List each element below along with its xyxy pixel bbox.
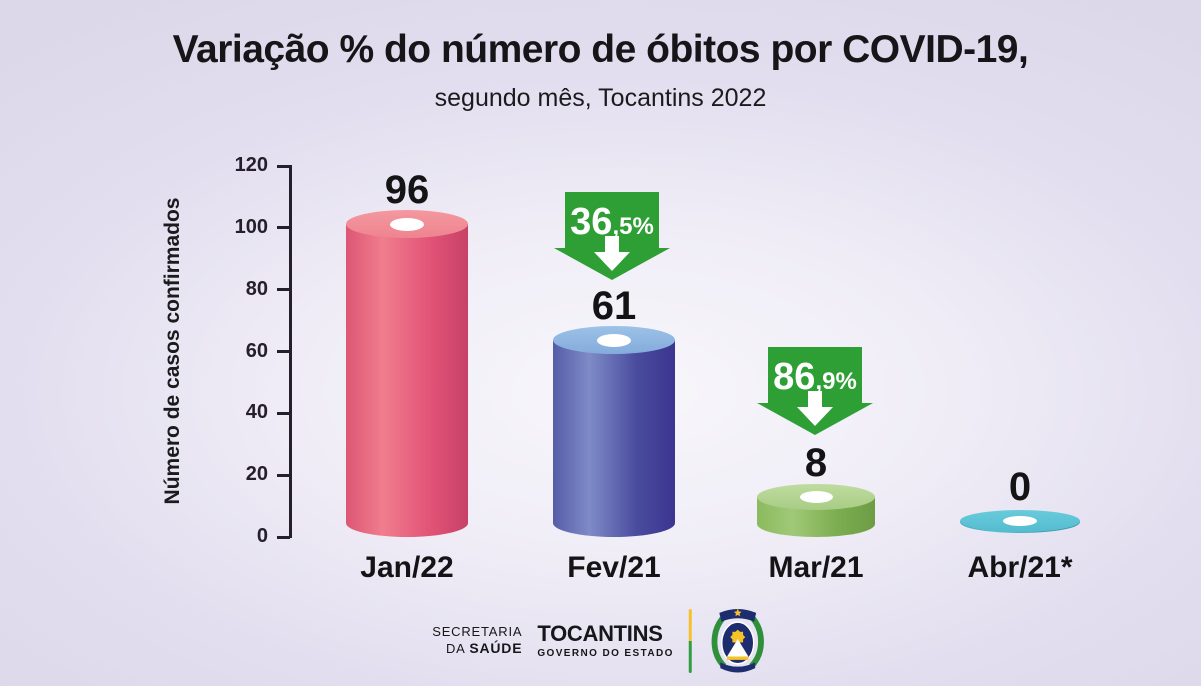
secretaria-saude-bold: SAÚDE xyxy=(469,640,523,657)
small-down-arrow-icon xyxy=(594,236,630,271)
chart-subtitle: segundo mês, Tocantins 2022 xyxy=(434,84,767,112)
secretaria-line2: DA SAÚDE xyxy=(432,640,522,658)
y-axis-tick xyxy=(277,164,290,168)
y-axis-tick-label: 60 xyxy=(245,339,268,362)
footer: SECRETARIA DA SAÚDE TOCANTINS GOVERNO DO… xyxy=(432,606,769,676)
logo-divider xyxy=(688,609,692,673)
badge-percentage-suffix: ,9% xyxy=(815,368,857,395)
y-axis-tick xyxy=(277,226,290,230)
bar-top-hole xyxy=(1003,516,1037,526)
bar-category-label: Mar/21 xyxy=(768,551,864,584)
badge-percentage-suffix: ,5% xyxy=(612,213,654,240)
tocantins-name: TOCANTINS xyxy=(537,621,663,646)
y-axis-label: Número de casos confirmados xyxy=(161,197,184,505)
bar-top-hole xyxy=(390,217,424,231)
chart-title: Variação % do número de óbitos por COVID… xyxy=(172,28,1029,71)
bar-top-hole xyxy=(799,491,833,503)
decrease-badge-jan-fev: 36,5% xyxy=(554,192,670,280)
y-axis-tick xyxy=(277,473,290,477)
secretaria-da-saude-wordmark: SECRETARIA DA SAÚDE xyxy=(432,624,522,658)
badge-percentage-main: 36 xyxy=(570,201,613,243)
y-axis-tick-label: 80 xyxy=(245,277,268,300)
y-axis-tick xyxy=(277,411,290,415)
bar-value-label: 61 xyxy=(591,284,637,328)
bar-body xyxy=(346,224,468,537)
secretaria-da: DA xyxy=(445,641,470,657)
small-down-arrow-icon xyxy=(797,391,833,426)
bar-category-label: Abr/21* xyxy=(967,551,1073,584)
bar-body xyxy=(553,340,675,537)
secretaria-line1: SECRETARIA xyxy=(432,624,523,640)
y-axis-tick-label: 100 xyxy=(234,215,268,238)
y-axis-tick xyxy=(277,535,290,539)
bar-value-label: 96 xyxy=(384,168,430,212)
bar-value-label: 8 xyxy=(804,441,828,485)
badge-percentage: 86,9% xyxy=(757,356,873,399)
y-axis-tick-label: 40 xyxy=(245,401,268,424)
badge-percentage: 36,5% xyxy=(554,201,670,244)
bar-value-label: 0 xyxy=(1008,465,1032,509)
y-axis-tick-label: 120 xyxy=(234,154,268,176)
bar-category-label: Jan/22 xyxy=(360,551,454,584)
tocantins-wordmark: TOCANTINS GOVERNO DO ESTADO xyxy=(537,623,673,659)
down-arrow-banner-icon xyxy=(757,347,873,435)
bar-top-hole xyxy=(597,333,631,347)
y-axis-tick-label: 20 xyxy=(245,463,268,486)
decrease-badge-fev-mar: 86,9% xyxy=(757,347,873,435)
tocantins-coat-of-arms-icon xyxy=(711,608,764,673)
down-arrow-banner-icon xyxy=(554,192,670,280)
y-axis-tick xyxy=(277,288,290,292)
y-axis-tick-label: 0 xyxy=(256,525,268,547)
badge-percentage-main: 86 xyxy=(773,356,816,398)
bar-category-label: Fev/21 xyxy=(567,551,661,584)
governo-do-estado-label: GOVERNO DO ESTADO xyxy=(537,648,674,659)
y-axis-tick xyxy=(277,350,290,353)
y-axis-line xyxy=(289,165,292,538)
